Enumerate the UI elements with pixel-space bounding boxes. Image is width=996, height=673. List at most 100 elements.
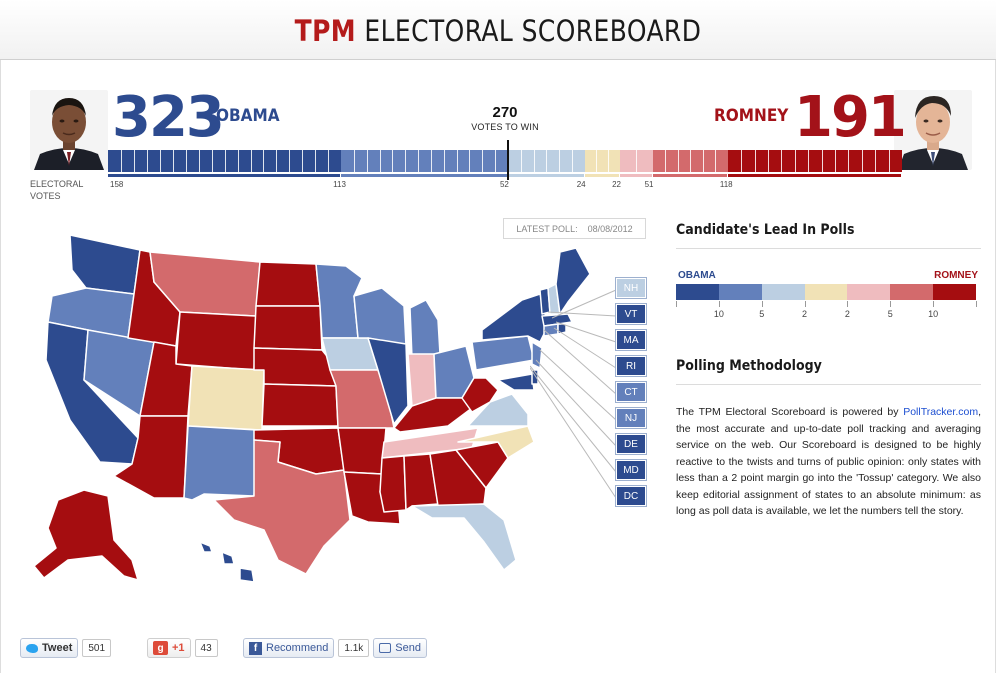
state-pa — [471, 335, 535, 371]
twitter-bird-icon — [26, 643, 38, 653]
ev-underline-segment — [507, 174, 585, 177]
ev-state-divider — [608, 150, 610, 172]
methodology-heading: Polling Methodology — [676, 358, 822, 374]
state-in — [407, 353, 437, 407]
lead-tick-label: 5 — [759, 309, 765, 319]
lead-color-scale — [676, 284, 977, 300]
recommend-button[interactable]: f Recommend — [243, 638, 335, 658]
small-state-nh[interactable]: NH — [616, 278, 646, 298]
gplus-button[interactable]: g +1 — [147, 638, 191, 658]
ev-segment-4[interactable] — [620, 150, 653, 172]
small-state-md[interactable]: MD — [616, 460, 646, 480]
ev-state-divider — [237, 150, 239, 172]
lead-scale-ticks — [676, 301, 977, 309]
ev-state-divider — [781, 150, 783, 172]
small-state-leader-lines — [530, 289, 617, 499]
small-state-vt[interactable]: VT — [616, 304, 646, 324]
gplus-label: +1 — [172, 642, 185, 654]
ev-state-divider — [546, 150, 548, 172]
us-electoral-map[interactable] — [28, 230, 618, 590]
axis-title-line-2: VOTES — [30, 191, 61, 201]
ev-state-divider — [469, 150, 471, 172]
ev-segment-5[interactable] — [652, 150, 728, 172]
lead-tick — [933, 301, 935, 307]
ev-state-divider — [821, 150, 823, 172]
small-state-ct[interactable]: CT — [616, 382, 646, 402]
ev-segment-3[interactable] — [584, 150, 621, 172]
ev-state-divider — [315, 150, 317, 172]
votes-to-win-number: 270 — [492, 104, 518, 121]
state-sd — [253, 305, 323, 351]
latest-poll-date: 08/08/2012 — [587, 223, 633, 234]
lead-tick — [890, 301, 892, 307]
lead-tick — [761, 301, 763, 307]
ev-state-divider — [559, 150, 561, 172]
lead-tick — [976, 301, 977, 307]
state-wi — [353, 287, 407, 347]
lead-tick — [676, 301, 677, 307]
tweet-button[interactable]: Tweet — [20, 638, 79, 658]
ev-segment-2[interactable] — [507, 150, 585, 172]
ev-state-divider — [596, 150, 598, 172]
ev-state-divider — [276, 150, 278, 172]
send-label: Send — [395, 642, 421, 654]
state-ak — [33, 489, 139, 581]
ev-state-divider — [328, 150, 330, 172]
lead-swatch-6 — [933, 284, 977, 300]
ev-state-divider — [636, 150, 638, 172]
state-il — [367, 337, 409, 425]
ev-state-divider — [263, 150, 265, 172]
electoral-votes-bar[interactable] — [108, 150, 902, 172]
ev-state-divider — [767, 150, 769, 172]
lead-swatch-5 — [890, 284, 934, 300]
ev-state-divider — [443, 150, 445, 172]
ev-state-divider — [379, 150, 381, 172]
ev-state-divider — [224, 150, 226, 172]
polltracker-link[interactable]: PollTracker.com — [903, 406, 979, 418]
tweet-widget: Tweet 501 — [20, 638, 112, 658]
lead-heading: Candidate's Lead In Polls — [676, 222, 855, 238]
state-ga — [429, 449, 487, 507]
recommend-label: Recommend — [266, 642, 329, 654]
facebook-icon: f — [249, 641, 262, 655]
votes-to-win-label: VOTES TO WIN — [471, 122, 539, 132]
electoral-votes-underline — [108, 174, 902, 177]
ev-state-divider — [715, 150, 717, 172]
lead-swatch-3 — [804, 284, 848, 300]
lead-tick — [804, 301, 806, 307]
ev-state-divider — [172, 150, 174, 172]
ev-underline-segment — [108, 174, 342, 177]
romney-vote-count: 191 — [794, 85, 907, 150]
ev-segment-0[interactable] — [108, 150, 342, 172]
ev-state-divider — [571, 150, 573, 172]
romney-name: ROMNEY — [714, 106, 789, 126]
gplus-count: 43 — [194, 639, 218, 657]
state-fl — [411, 503, 517, 571]
small-state-ri[interactable]: RI — [616, 356, 646, 376]
state-wy — [175, 311, 257, 371]
methodology-text: The TPM Electoral Scoreboard is powered … — [676, 404, 981, 520]
small-state-ma[interactable]: MA — [616, 330, 646, 350]
electoral-votes-axis-title: ELECTORAL VOTES — [30, 178, 83, 202]
latest-poll-box: LATEST POLL: 08/08/2012 — [503, 218, 646, 239]
small-state-nj[interactable]: NJ — [616, 408, 646, 428]
ev-state-divider — [677, 150, 679, 172]
ev-state-divider — [690, 150, 692, 172]
brand-logo-text[interactable]: TPM — [294, 14, 357, 48]
ev-state-divider — [120, 150, 122, 172]
ev-segment-1[interactable] — [341, 150, 508, 172]
send-button[interactable]: Send — [373, 638, 427, 658]
ev-state-divider — [133, 150, 135, 172]
ev-segment-6[interactable] — [727, 150, 902, 172]
state-ms — [379, 455, 407, 513]
ev-state-divider — [302, 150, 304, 172]
small-state-dc[interactable]: DC — [616, 486, 646, 506]
gplus-widget: g +1 43 — [147, 638, 218, 658]
romney-photo — [894, 90, 972, 170]
lead-tick — [718, 301, 720, 307]
ev-underline-segment — [584, 174, 621, 177]
lead-swatch-1 — [718, 284, 762, 300]
gplus-icon: g — [153, 641, 168, 655]
small-state-de[interactable]: DE — [616, 434, 646, 454]
ev-count-label: 51 — [644, 180, 654, 189]
